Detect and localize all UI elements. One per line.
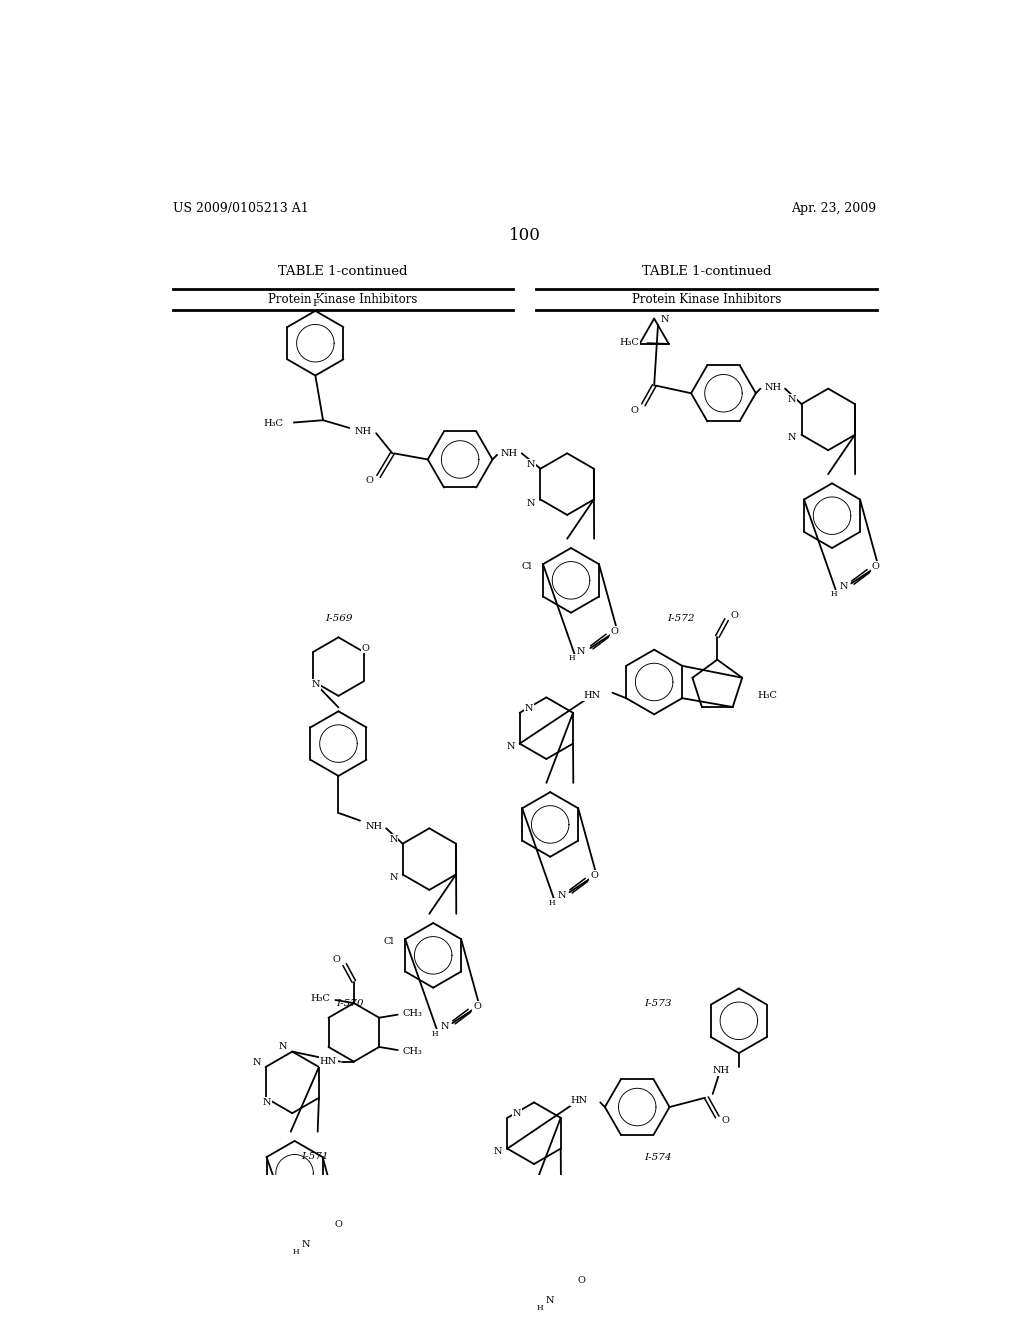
Text: O: O (611, 627, 618, 636)
Text: I-573: I-573 (644, 999, 672, 1008)
Text: H₃C: H₃C (758, 690, 777, 700)
Text: O: O (333, 956, 341, 965)
Text: HN: HN (583, 692, 600, 701)
Text: N: N (389, 834, 397, 843)
Text: F: F (312, 298, 318, 308)
Text: N: N (389, 873, 397, 882)
Text: HN: HN (319, 1057, 337, 1067)
Text: TABLE 1-continued: TABLE 1-continued (279, 265, 408, 277)
Text: O: O (721, 1117, 729, 1126)
Text: H₃C: H₃C (263, 418, 283, 428)
Text: Apr. 23, 2009: Apr. 23, 2009 (792, 202, 877, 215)
Text: I-572: I-572 (668, 614, 695, 623)
Text: O: O (590, 871, 598, 879)
Text: H: H (568, 655, 575, 663)
Text: O: O (578, 1276, 586, 1284)
Text: Cl: Cl (521, 562, 531, 572)
Text: N: N (840, 582, 848, 591)
Text: H: H (549, 899, 555, 907)
Text: N: N (788, 433, 797, 442)
Text: O: O (872, 562, 880, 572)
Text: N: N (788, 395, 797, 404)
Text: NH: NH (366, 822, 382, 832)
Text: H: H (293, 1247, 299, 1255)
Text: N: N (279, 1043, 288, 1052)
Text: H: H (830, 590, 837, 598)
Text: N: N (312, 680, 321, 689)
Text: NH: NH (354, 428, 372, 436)
Text: N: N (506, 742, 515, 751)
Text: H: H (537, 1304, 543, 1312)
Text: N: N (494, 1147, 503, 1156)
Text: I-570: I-570 (336, 999, 364, 1008)
Text: O: O (366, 475, 373, 484)
Text: NH: NH (501, 449, 518, 458)
Text: CH₃: CH₃ (402, 1047, 422, 1056)
Text: N: N (512, 1109, 521, 1118)
Text: CH₃: CH₃ (402, 1008, 422, 1018)
Text: N: N (440, 1022, 449, 1031)
Text: N: N (524, 704, 534, 713)
Text: Protein Kinase Inhibitors: Protein Kinase Inhibitors (268, 293, 418, 306)
Text: H₃C: H₃C (620, 338, 640, 347)
Text: US 2009/0105213 A1: US 2009/0105213 A1 (173, 202, 308, 215)
Text: TABLE 1-continued: TABLE 1-continued (642, 265, 771, 277)
Text: N: N (660, 315, 670, 323)
Text: O: O (630, 405, 638, 414)
Text: N: N (527, 459, 536, 469)
Text: N: N (557, 891, 566, 900)
Text: Protein Kinase Inhibitors: Protein Kinase Inhibitors (632, 293, 781, 306)
Text: O: O (473, 1002, 481, 1011)
Text: H: H (431, 1030, 438, 1038)
Text: O: O (335, 1220, 342, 1229)
Text: N: N (263, 1098, 271, 1107)
Text: I-571: I-571 (302, 1152, 329, 1160)
Text: N: N (302, 1239, 310, 1249)
Text: I-574: I-574 (644, 1154, 672, 1163)
Text: I-569: I-569 (325, 614, 352, 623)
Text: 100: 100 (509, 227, 541, 244)
Text: N: N (527, 499, 536, 508)
Text: NH: NH (764, 383, 781, 392)
Text: N: N (252, 1057, 260, 1067)
Text: N: N (577, 647, 586, 656)
Text: O: O (361, 644, 370, 652)
Text: N: N (545, 1296, 554, 1304)
Text: HN: HN (570, 1097, 588, 1105)
Text: NH: NH (713, 1067, 730, 1076)
Text: O: O (730, 611, 738, 619)
Text: Cl: Cl (383, 937, 394, 946)
Text: H₃C: H₃C (311, 994, 331, 1003)
